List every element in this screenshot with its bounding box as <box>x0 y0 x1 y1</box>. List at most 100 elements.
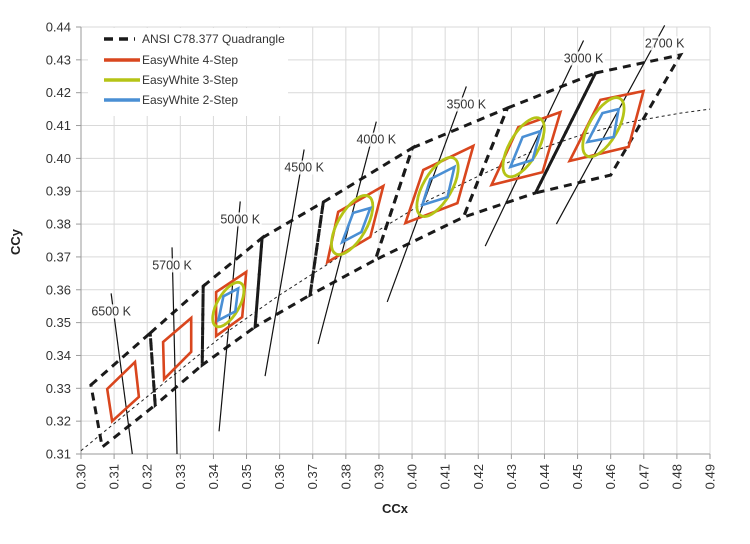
cct-label-background <box>562 51 606 66</box>
legend-item-4step: EasyWhite 4-Step <box>104 53 238 67</box>
isotherm-5000k <box>218 201 241 432</box>
cct-label-3000k: 3000 K <box>564 51 604 65</box>
x-tick-label: 0.37 <box>305 464 320 489</box>
isotherm-4000k <box>317 121 377 345</box>
step4-region-2700k <box>567 89 646 163</box>
cct-labels: 6500 K 5700 K 5000 K 4500 K 4000 K 3500 K 3000… <box>90 36 687 319</box>
legend-item-2step: EasyWhite 2-Step <box>104 93 238 107</box>
cct-label-background <box>90 304 133 319</box>
step4-region-6500k <box>105 359 141 424</box>
isotherm-4500k <box>264 149 305 377</box>
cct-label-4500k: 4500 K <box>284 161 324 175</box>
ansi-quadrangle-5700k <box>148 282 205 409</box>
cct-label-background <box>643 36 687 51</box>
legend-label-ansi: ANSI C78.377 Quadrangle <box>142 32 285 46</box>
step3-ellipse-5000k <box>211 280 246 329</box>
isotherm-2700k <box>555 25 666 225</box>
planckian-curve <box>80 108 711 452</box>
x-tick-label: 0.39 <box>371 464 386 489</box>
step2-region-3000k <box>508 129 543 169</box>
y-tick-label: 0.40 <box>46 151 71 166</box>
x-tick-label: 0.47 <box>636 464 651 489</box>
cct-label-background <box>445 97 488 112</box>
x-tick-label: 0.34 <box>206 464 221 489</box>
step2-region-5000k <box>216 286 240 323</box>
cct-isotherm-lines <box>110 25 666 455</box>
x-axis-title: CCx <box>382 501 409 516</box>
isotherm-5700k <box>171 247 178 455</box>
cct-label-background <box>151 258 194 273</box>
x-tick-label: 0.44 <box>537 464 552 489</box>
y-tick-label: 0.31 <box>46 447 71 462</box>
x-tick-label: 0.33 <box>173 464 188 489</box>
cct-label-background <box>355 132 398 147</box>
step3-ellipse-3500k <box>415 156 460 218</box>
y-tick-label: 0.43 <box>46 52 71 67</box>
y-tick-label: 0.36 <box>46 282 71 297</box>
ansi-quadrangle-3000k <box>460 70 599 220</box>
cct-label-5000k: 5000 K <box>220 212 260 226</box>
ansi-quadrangle-3500k <box>372 105 511 263</box>
x-tick-labels: 0.30 0.31 0.32 0.33 0.34 0.35 0.36 0.37 0.38 0.39… <box>74 464 718 489</box>
ansi-quadrangles <box>89 52 684 450</box>
cct-label-3500k: 3500 K <box>447 97 487 111</box>
cct-label-5700k: 5700 K <box>152 258 192 272</box>
isotherm-3000k <box>484 40 585 247</box>
step4-region-5000k <box>214 269 248 339</box>
y-axis-title: CCy <box>8 228 23 255</box>
x-tick-label: 0.35 <box>239 464 254 489</box>
y-tick-label: 0.33 <box>46 381 71 396</box>
step2-region-3500k <box>420 164 457 207</box>
cct-label-6500k: 6500 K <box>91 304 131 318</box>
y-tick-label: 0.44 <box>46 20 71 35</box>
easywhite-regions <box>105 89 646 424</box>
step4-region-3500k <box>403 143 476 226</box>
ansi-quadrangle-5000k <box>200 234 264 368</box>
x-tick-label: 0.45 <box>570 464 585 489</box>
step4-region-3000k <box>489 110 563 187</box>
x-tick-label: 0.49 <box>703 464 718 489</box>
x-tick-label: 0.41 <box>438 464 453 489</box>
planckian-locus <box>80 108 711 452</box>
y-tick-label: 0.38 <box>46 217 71 232</box>
step2-region-4000k <box>339 206 373 245</box>
legend-label-2step: EasyWhite 2-Step <box>142 93 238 107</box>
step2-region-2700k <box>585 107 621 144</box>
legend: ANSI C78.377 Quadrangle EasyWhite 4-Step… <box>88 28 288 116</box>
cct-label-2700k: 2700 K <box>645 36 685 50</box>
x-tick-label: 0.46 <box>603 464 618 489</box>
x-tick-label: 0.42 <box>471 464 486 489</box>
ansi-quadrangle-4500k <box>253 199 326 330</box>
axes <box>76 26 711 459</box>
x-tick-label: 0.30 <box>74 464 89 489</box>
x-tick-label: 0.31 <box>107 464 122 489</box>
ansi-quadrangle-4000k <box>308 144 416 298</box>
y-tick-labels: 0.31 0.32 0.33 0.34 0.35 0.36 0.37 0.38 0.39 0.40… <box>46 20 71 462</box>
step4-region-5700k <box>161 315 193 383</box>
y-tick-label: 0.32 <box>46 414 71 429</box>
cct-label-background <box>283 160 326 175</box>
x-tick-label: 0.32 <box>140 464 155 489</box>
x-tick-label: 0.43 <box>504 464 519 489</box>
y-tick-label: 0.39 <box>46 184 71 199</box>
ansi-quadrangle-2700k <box>532 52 684 196</box>
legend-label-3step: EasyWhite 3-Step <box>142 73 238 87</box>
y-tick-label: 0.35 <box>46 315 71 330</box>
x-tick-label: 0.40 <box>405 464 420 489</box>
y-tick-label: 0.37 <box>46 249 71 264</box>
legend-item-3step: EasyWhite 3-Step <box>104 73 238 87</box>
x-tick-label: 0.36 <box>272 464 287 489</box>
cct-label-background <box>219 212 262 227</box>
step3-ellipse-3000k <box>501 116 546 179</box>
x-tick-label: 0.38 <box>338 464 353 489</box>
x-tick-label: 0.48 <box>669 464 684 489</box>
y-tick-label: 0.34 <box>46 348 71 363</box>
y-tick-label: 0.42 <box>46 85 71 100</box>
cct-label-4000k: 4000 K <box>356 133 396 147</box>
y-tick-label: 0.41 <box>46 118 71 133</box>
step3-ellipse-4000k <box>330 194 375 257</box>
legend-item-ansi: ANSI C78.377 Quadrangle <box>104 32 285 46</box>
ansi-quadrangle-6500k <box>89 329 157 450</box>
step3-ellipse-2700k <box>581 96 626 159</box>
legend-label-4step: EasyWhite 4-Step <box>142 53 238 67</box>
